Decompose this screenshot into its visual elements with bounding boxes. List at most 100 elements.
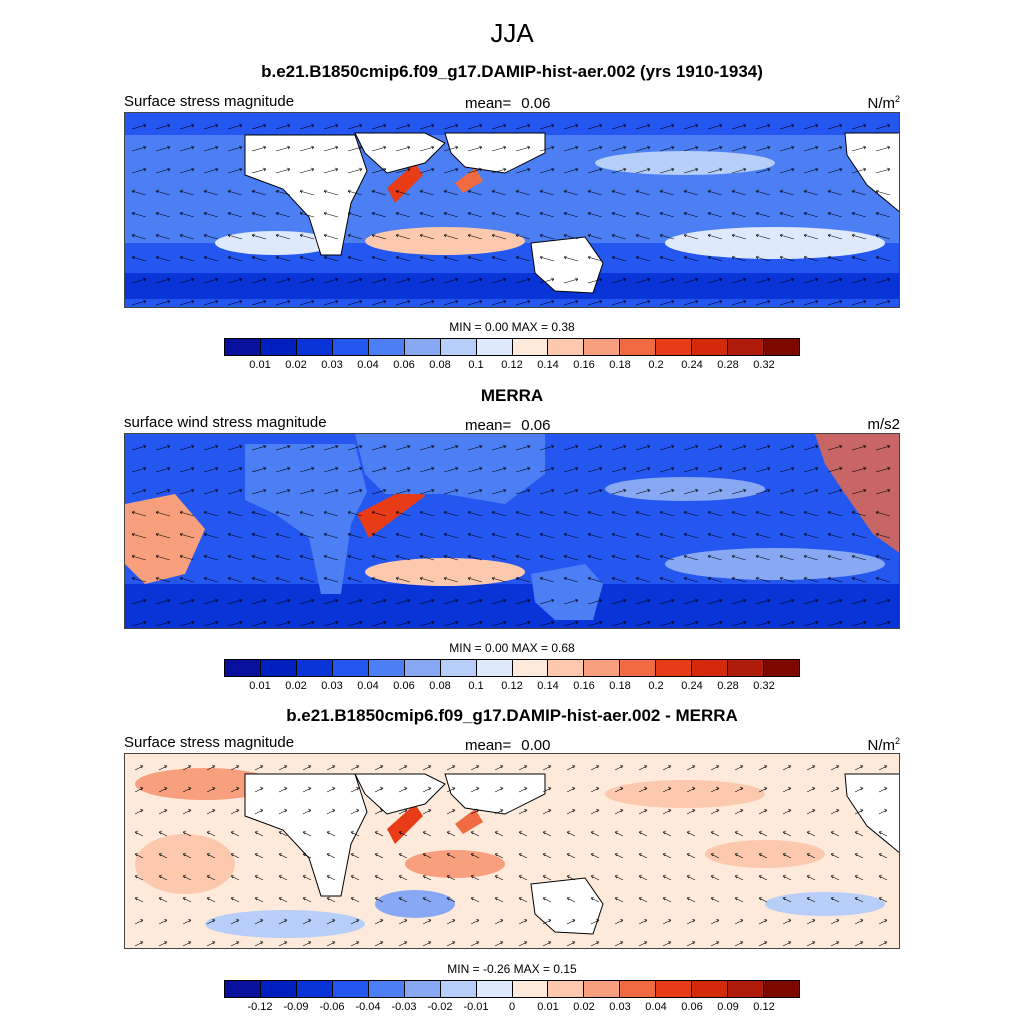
colorbar-tick-label: 0.12 bbox=[753, 1001, 775, 1013]
wind-vector-arrow bbox=[350, 808, 360, 815]
wind-vector-arrow bbox=[467, 211, 483, 218]
wind-vector-arrow bbox=[851, 554, 867, 561]
wind-vector-arrow bbox=[782, 764, 792, 771]
wind-vector-arrow bbox=[755, 167, 771, 174]
colorbar-tick-label: 0.14 bbox=[537, 359, 559, 371]
colorbar-swatch bbox=[584, 660, 621, 676]
wind-vector-arrow bbox=[611, 488, 627, 495]
wind-vector-arrow bbox=[707, 189, 723, 196]
wind-vector-arrow bbox=[518, 940, 528, 947]
wind-vector-arrow bbox=[347, 167, 363, 174]
arabian-sea-jet bbox=[455, 168, 483, 193]
wind-vector-arrow bbox=[755, 510, 771, 517]
wind-vector-arrow bbox=[443, 466, 459, 473]
wind-vector-arrow bbox=[707, 444, 723, 451]
indian-ocean-negative bbox=[375, 890, 455, 918]
wind-vector-arrow bbox=[683, 620, 699, 627]
wind-vector-arrow bbox=[494, 786, 504, 793]
wind-vector-arrow bbox=[686, 918, 696, 925]
colorbar-tick-label: 0.01 bbox=[537, 1001, 559, 1013]
wind-vector-arrow bbox=[155, 277, 171, 284]
wind-vector-arrow bbox=[254, 764, 264, 771]
wind-vector-arrow bbox=[878, 918, 888, 925]
wind-vector-arrow bbox=[827, 299, 843, 306]
wind-vector-arrow bbox=[854, 874, 864, 881]
wind-vector-arrow bbox=[755, 277, 771, 284]
wind-vector-arrow bbox=[182, 852, 192, 859]
wind-vector-arrow bbox=[515, 255, 531, 262]
wind-vector-arrow bbox=[422, 786, 432, 793]
somali-jet-difference bbox=[387, 804, 423, 844]
wind-vector-arrow bbox=[326, 852, 336, 859]
wind-vector-arrow bbox=[539, 167, 555, 174]
wind-vector-arrow bbox=[515, 299, 531, 306]
wind-vector-arrow bbox=[851, 488, 867, 495]
wind-vector-arrow bbox=[611, 277, 627, 284]
wind-vector-arrow bbox=[635, 299, 651, 306]
wind-vector-arrow bbox=[758, 786, 768, 793]
colorbar-tick-label: 0.28 bbox=[717, 680, 739, 692]
wind-vector-arrow bbox=[611, 123, 627, 130]
wind-vector-arrow bbox=[299, 277, 315, 284]
wind-vector-arrow bbox=[275, 488, 291, 495]
wind-vector-arrow bbox=[275, 189, 291, 196]
panel-3-colorbar-ticks: -0.12 -0.09 -0.06 -0.04 -0.03 -0.02 -0.01 0 0.01… bbox=[224, 1001, 800, 1015]
wind-vector-arrow bbox=[131, 211, 147, 218]
wind-vector-arrow bbox=[302, 940, 312, 947]
wind-vector-arrow bbox=[443, 598, 459, 605]
colorbar-swatch bbox=[440, 981, 477, 997]
pacific-trade-maximum bbox=[665, 227, 885, 259]
wind-vector-arrow bbox=[443, 532, 459, 539]
wind-vector-arrow bbox=[515, 488, 531, 495]
wind-vector-arrow bbox=[515, 167, 531, 174]
wind-vector-arrow bbox=[326, 808, 336, 815]
wind-vector-arrow bbox=[566, 940, 576, 947]
colorbar-swatch bbox=[512, 660, 549, 676]
wind-vector-arrow bbox=[131, 532, 147, 539]
wind-vector-arrow bbox=[779, 255, 795, 262]
wind-vector-arrow bbox=[251, 576, 267, 583]
wind-vector-arrow bbox=[827, 576, 843, 583]
wind-vector-arrow bbox=[227, 576, 243, 583]
panel-1-mean: mean= 0.06 bbox=[465, 95, 551, 112]
wind-vector-arrow bbox=[659, 167, 675, 174]
wind-vector-arrow bbox=[491, 277, 507, 284]
wind-vector-arrow bbox=[518, 786, 528, 793]
wind-vector-arrow bbox=[827, 620, 843, 627]
wind-vector-arrow bbox=[587, 488, 603, 495]
wind-vector-arrow bbox=[323, 488, 339, 495]
wind-vector-arrow bbox=[470, 808, 480, 815]
wind-vector-arrow bbox=[779, 277, 795, 284]
wind-vector-arrow bbox=[734, 764, 744, 771]
colorbar-swatch bbox=[764, 660, 799, 676]
wind-vector-arrow bbox=[398, 874, 408, 881]
wind-vector-arrow bbox=[758, 940, 768, 947]
wind-vector-arrow bbox=[395, 598, 411, 605]
wind-vector-arrow bbox=[638, 918, 648, 925]
wind-vector-arrow bbox=[659, 488, 675, 495]
wind-vector-arrow bbox=[707, 510, 723, 517]
wind-vector-arrow bbox=[275, 466, 291, 473]
wind-vector-arrow bbox=[539, 189, 555, 196]
wind-vector-arrow bbox=[374, 940, 384, 947]
wind-vector-arrow bbox=[203, 466, 219, 473]
wind-vector-arrow bbox=[347, 466, 363, 473]
wind-vector-arrow bbox=[419, 277, 435, 284]
wind-vector-arrow bbox=[227, 554, 243, 561]
wind-vector-arrow bbox=[755, 554, 771, 561]
wind-vector-arrow bbox=[278, 764, 288, 771]
wind-vector-arrow bbox=[443, 233, 459, 240]
wind-vector-arrow bbox=[710, 852, 720, 859]
wind-vector-arrow bbox=[251, 510, 267, 517]
wind-vector-arrow bbox=[419, 233, 435, 240]
wind-vector-arrow bbox=[542, 940, 552, 947]
wind-vector-arrow bbox=[539, 598, 555, 605]
wind-vector-arrow bbox=[611, 444, 627, 451]
north-pacific-positive bbox=[605, 780, 765, 808]
colorbar-tick-label: 0.18 bbox=[609, 359, 631, 371]
wind-vector-arrow bbox=[806, 918, 816, 925]
wind-vector-arrow bbox=[155, 255, 171, 262]
wind-vector-arrow bbox=[323, 532, 339, 539]
wind-vector-arrow bbox=[659, 233, 675, 240]
wind-vector-arrow bbox=[662, 786, 672, 793]
